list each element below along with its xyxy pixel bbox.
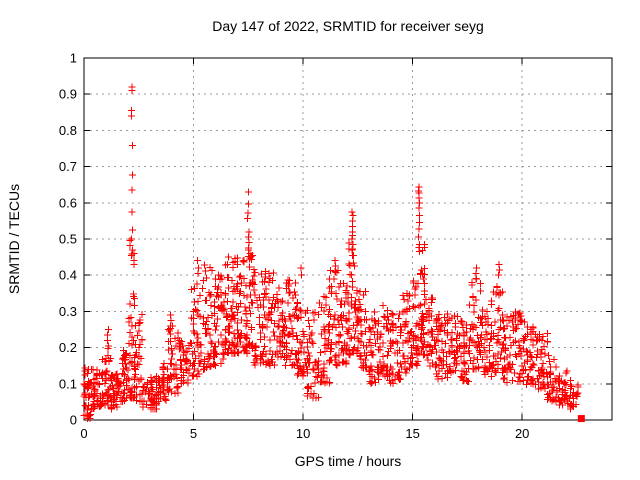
y-tick-label: 0.5 <box>59 232 77 247</box>
x-tick-label: 15 <box>405 426 419 441</box>
y-tick-label: 0.3 <box>59 304 77 319</box>
x-tick-label: 0 <box>80 426 87 441</box>
data-points <box>80 83 585 423</box>
y-axis-label: SRMTID / TECUs <box>6 184 22 294</box>
x-tick-label: 5 <box>190 426 197 441</box>
y-tick-label: 0.8 <box>59 123 77 138</box>
y-tick-label: 0.7 <box>59 159 77 174</box>
y-tick-label: 0.2 <box>59 340 77 355</box>
y-tick-label: 0.9 <box>59 87 77 102</box>
y-tick-label: 0.4 <box>59 268 77 283</box>
y-tick-label: 0.6 <box>59 195 77 210</box>
scatter-plus-markers <box>80 83 582 423</box>
x-tick-label: 20 <box>515 426 529 441</box>
chart-title: Day 147 of 2022, SRMTID for receiver sey… <box>212 18 484 34</box>
y-tick-label: 0.1 <box>59 376 77 391</box>
x-axis-label: GPS time / hours <box>295 453 402 469</box>
y-tick-label: 0 <box>70 413 77 428</box>
x-tick-label: 10 <box>296 426 310 441</box>
final-point-square-marker <box>577 415 585 423</box>
y-tick-label: 1 <box>70 51 77 66</box>
tick-labels: 0 5 10 15 20 0 0.1 0.2 0.3 0.4 0.5 0.6 0.7 0.8 0.9 1 <box>59 51 529 442</box>
plot-border <box>83 57 613 421</box>
